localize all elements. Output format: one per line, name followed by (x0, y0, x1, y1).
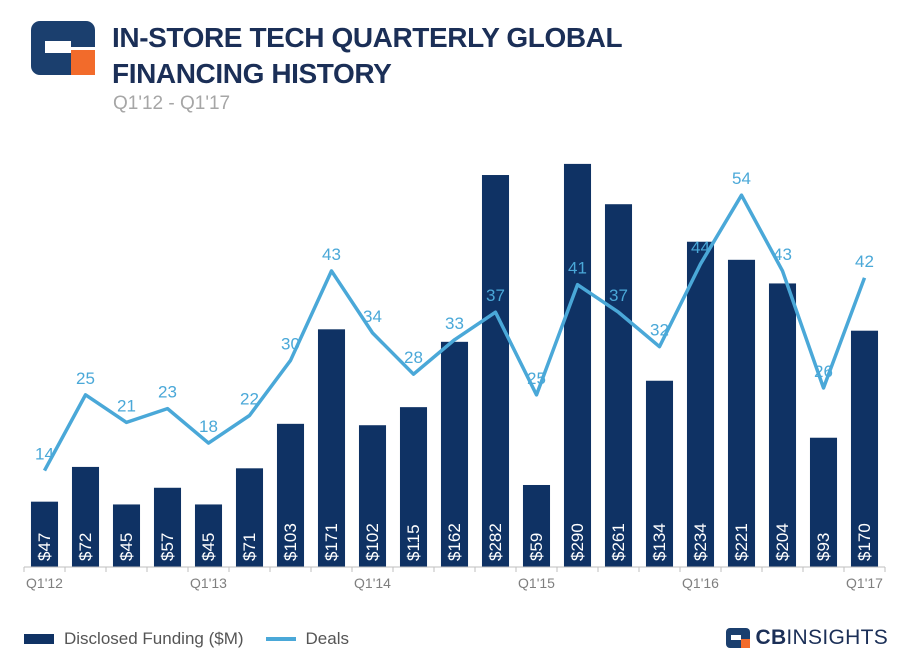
funding-bar (194, 504, 223, 567)
x-tick-label: Q1'14 (354, 575, 391, 591)
deals-data-label: 23 (158, 383, 177, 402)
chart-title: IN-STORE TECH QUARTERLY GLOBAL FINANCING… (112, 22, 622, 89)
funding-bar-label: $57 (158, 533, 177, 561)
funding-bar-label: $115 (404, 524, 423, 561)
funding-bar (645, 380, 674, 567)
legend-deals-label: Deals (305, 629, 349, 648)
funding-bar (850, 330, 879, 567)
funding-bar-label: $59 (527, 533, 546, 561)
funding-bar (399, 407, 428, 567)
legend-deals-swatch (265, 637, 296, 641)
deals-data-label: 30 (281, 334, 300, 353)
x-tick-label: Q1'15 (518, 575, 555, 591)
deals-data-label: 14 (35, 445, 54, 464)
funding-bar (235, 468, 264, 567)
deals-data-label: 34 (363, 307, 382, 326)
logo-white-cutout (45, 41, 71, 53)
cb-insights-mark-icon (726, 628, 751, 648)
funding-bar (71, 466, 100, 567)
funding-bar-label: $134 (650, 523, 669, 561)
deals-data-label: 21 (117, 396, 136, 415)
deals-data-label: 41 (568, 259, 587, 278)
deals-data-label: 18 (199, 417, 218, 436)
funding-bar (276, 423, 305, 567)
funding-bar (358, 425, 387, 567)
chart-subtitle: Q1'12 - Q1'17 (113, 93, 231, 114)
deals-data-label: 26 (814, 362, 833, 381)
x-tick-label: Q1'17 (846, 575, 883, 591)
logo-white-divider (69, 47, 95, 50)
funding-bar (522, 484, 551, 567)
legend-funding-label: Disclosed Funding ($M) (64, 629, 244, 648)
cb-insights-logo (31, 21, 95, 75)
funding-bar-label: $103 (281, 523, 300, 561)
funding-bar (604, 204, 633, 567)
deals-data-label: 43 (322, 245, 341, 264)
funding-bar-label: $45 (117, 533, 136, 561)
funding-bar (809, 437, 838, 567)
funding-bar (317, 329, 346, 567)
funding-bar (686, 241, 715, 568)
funding-bar (112, 504, 141, 567)
funding-bar (153, 487, 182, 567)
funding-bar (481, 175, 510, 567)
funding-bar-label: $171 (322, 523, 341, 561)
funding-bar-label: $261 (609, 523, 628, 561)
funding-bar (440, 341, 469, 567)
deals-data-label: 54 (732, 169, 751, 188)
funding-bar-label: $162 (445, 523, 464, 561)
funding-bar-label: $234 (691, 523, 710, 561)
deals-data-label: 32 (650, 321, 669, 340)
deals-line (42, 193, 867, 472)
chart-legend: Disclosed Funding ($M) Deals (24, 627, 349, 651)
funding-bar-label: $290 (568, 523, 587, 561)
deals-data-label: 43 (773, 245, 792, 264)
deals-data-label: 37 (486, 286, 505, 305)
deals-data-label: 37 (609, 286, 628, 305)
deals-data-label: 28 (404, 348, 423, 367)
funding-bar-label: $72 (76, 533, 95, 561)
funding-bar-label: $221 (732, 523, 751, 561)
deals-data-label: 44 (691, 238, 710, 257)
funding-bar-label: $102 (363, 523, 382, 561)
deals-data-label: 42 (855, 252, 874, 271)
funding-bar-label: $47 (35, 533, 54, 561)
deals-data-label: 22 (240, 390, 259, 409)
funding-bar-label: $93 (814, 533, 833, 561)
deals-data-label: 33 (445, 314, 464, 333)
funding-bar (563, 163, 592, 567)
brand-cb-text: CB (755, 626, 787, 649)
cb-insights-brand: CB INSIGHTS (726, 626, 888, 650)
legend-funding-swatch (24, 634, 54, 644)
funding-bar-label: $45 (199, 533, 218, 561)
funding-bar-label: $204 (773, 523, 792, 561)
x-tick-label: Q1'13 (190, 575, 227, 591)
funding-bar-label: $282 (486, 523, 505, 561)
x-tick-label: Q1'16 (682, 575, 719, 591)
funding-bar-label: $170 (855, 523, 874, 561)
logo-orange-block (71, 50, 95, 75)
funding-bar (768, 283, 797, 567)
deals-data-label: 25 (76, 369, 95, 388)
brand-insights-text: INSIGHTS (786, 626, 888, 649)
x-tick-label: Q1'12 (26, 575, 63, 591)
deals-data-label: 25 (527, 369, 546, 388)
funding-bar (727, 259, 756, 567)
funding-bar-label: $71 (240, 533, 259, 561)
funding-bar (30, 501, 59, 567)
